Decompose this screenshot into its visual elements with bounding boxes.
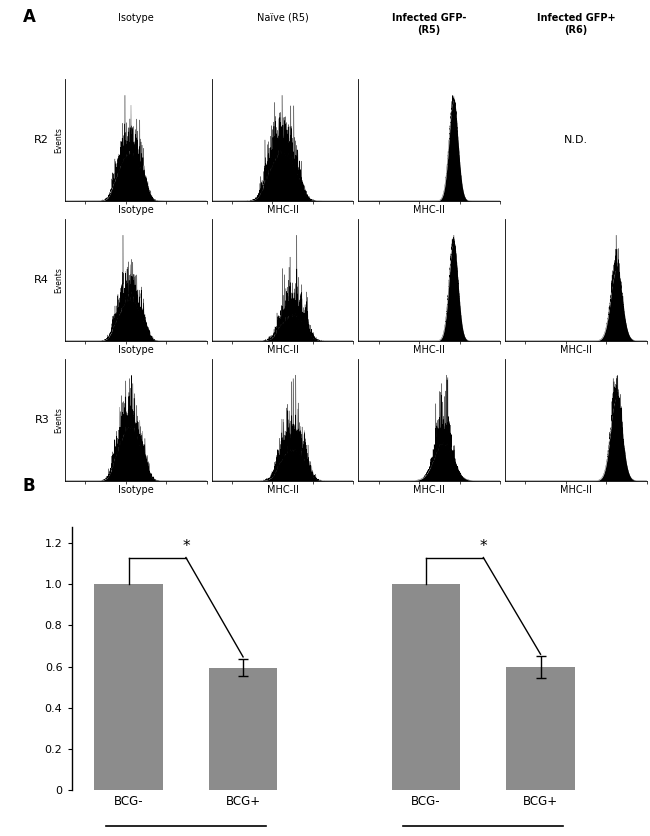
Text: R4: R4 [34, 275, 49, 285]
Bar [94, 584, 163, 790]
Bar [209, 668, 278, 790]
Y-axis label: Events: Events [55, 127, 64, 153]
Text: MHC-II: MHC-II [266, 485, 298, 495]
Text: R2: R2 [34, 135, 49, 145]
Text: MHC-II: MHC-II [560, 485, 592, 495]
Text: MHC-II: MHC-II [560, 345, 592, 355]
Text: MHC-II: MHC-II [413, 205, 445, 215]
Text: Infected GFP+
(R6): Infected GFP+ (R6) [537, 13, 616, 34]
Y-axis label: Events: Events [55, 268, 64, 293]
Text: Isotype: Isotype [118, 345, 153, 355]
Text: Isotype: Isotype [118, 205, 153, 215]
Text: MHC-II: MHC-II [413, 345, 445, 355]
Text: MHC-II: MHC-II [266, 205, 298, 215]
Text: *: * [182, 539, 190, 554]
Text: Infected GFP-
(R5): Infected GFP- (R5) [392, 13, 467, 34]
Text: B: B [23, 477, 35, 495]
Text: Isotype: Isotype [118, 13, 153, 23]
Text: MHC-II: MHC-II [413, 485, 445, 495]
Y-axis label: Events: Events [55, 407, 64, 433]
Text: Naïve (R5): Naïve (R5) [257, 13, 308, 23]
Bar [392, 584, 460, 790]
Text: Isotype: Isotype [118, 485, 153, 495]
Bar [506, 667, 575, 790]
Text: *: * [480, 539, 487, 554]
Text: MHC-II: MHC-II [266, 345, 298, 355]
Text: N.D.: N.D. [564, 135, 588, 145]
Text: A: A [23, 8, 36, 27]
Text: R3: R3 [34, 415, 49, 425]
